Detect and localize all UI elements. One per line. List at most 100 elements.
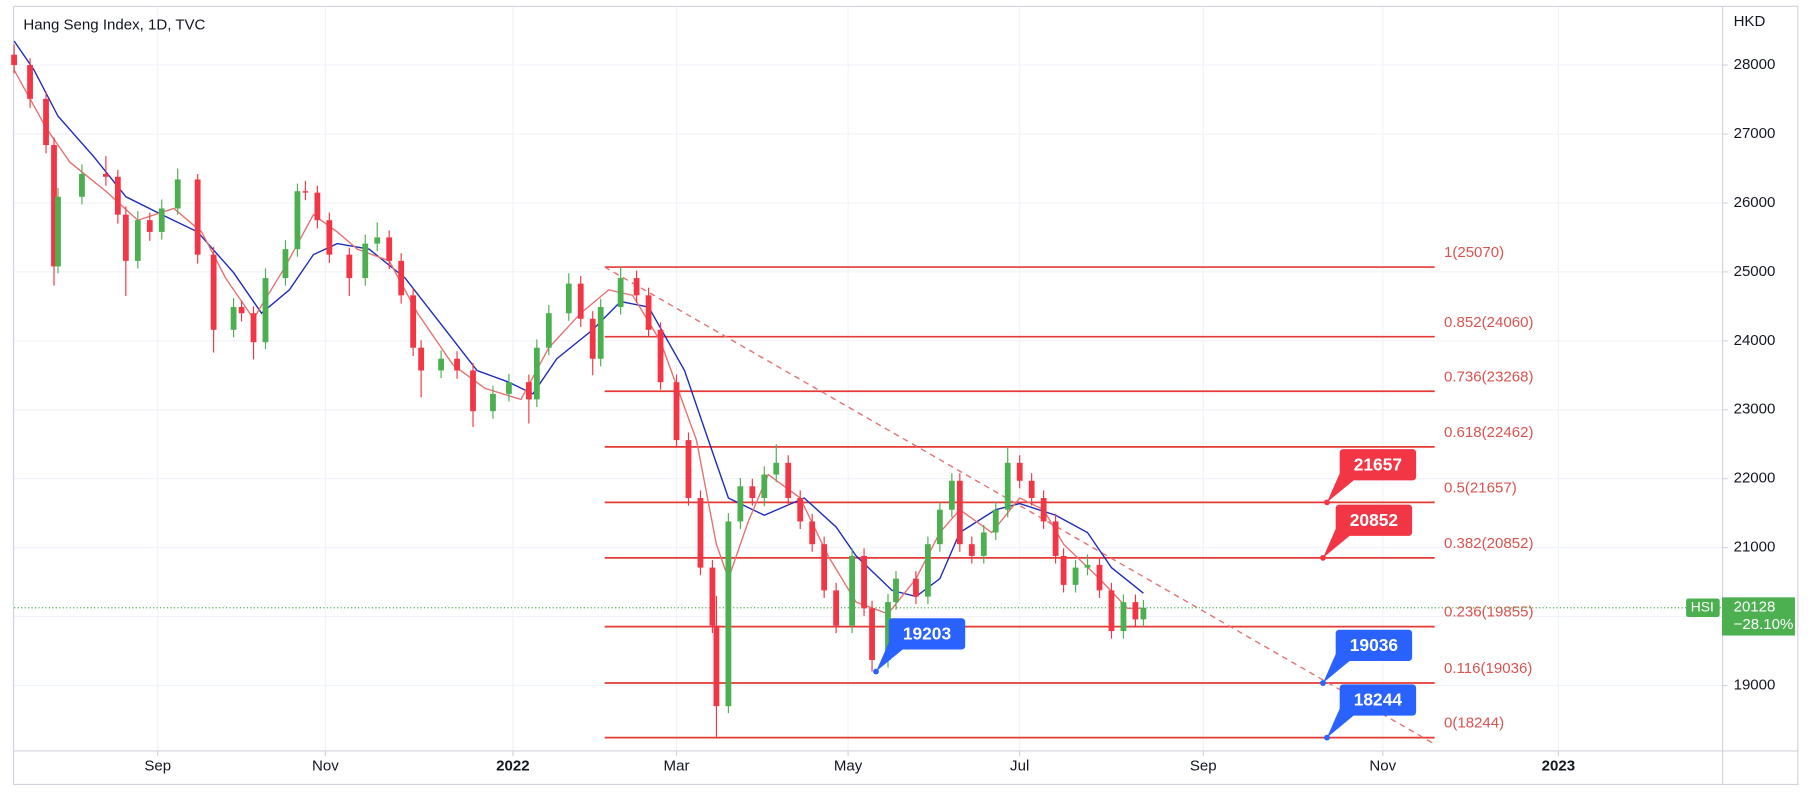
- y-tick-label: 28000: [1734, 56, 1776, 73]
- candle-body: [956, 480, 963, 545]
- callout-anchor: [1320, 554, 1326, 561]
- symbol-tag: [1686, 598, 1720, 618]
- candle-body: [1060, 555, 1067, 585]
- candle-body: [697, 498, 704, 568]
- candle-body: [885, 602, 891, 661]
- candle-body: [797, 498, 804, 522]
- candle-body: [282, 249, 289, 279]
- candle-body: [410, 295, 417, 348]
- callout-box: [1339, 684, 1417, 716]
- candle-body: [174, 179, 181, 209]
- callout-anchor: [1324, 499, 1330, 506]
- x-tick-label: May: [834, 757, 863, 774]
- callout-label: 18244: [1354, 690, 1403, 710]
- callout-box: [1335, 629, 1413, 662]
- callout-tail: [1322, 654, 1350, 684]
- change-label: −28.10%: [1734, 616, 1794, 633]
- candle-body: [1028, 480, 1035, 499]
- y-tick-label: 24000: [1734, 332, 1776, 349]
- candle-body: [122, 214, 129, 261]
- callout-tail: [1326, 708, 1354, 738]
- candle-body: [597, 307, 604, 359]
- candle-body: [362, 243, 369, 279]
- fib-level-label: 0.852(24060): [1444, 314, 1534, 331]
- candle-body: [1084, 564, 1091, 568]
- candle-body: [980, 532, 987, 556]
- candle-body: [861, 555, 867, 609]
- candle-body: [11, 54, 17, 66]
- candle-body: [849, 555, 855, 626]
- x-tick-label: Mar: [664, 757, 690, 774]
- candle-body: [294, 191, 301, 250]
- candle-body: [936, 509, 943, 545]
- fib-level-label: 0.618(22462): [1444, 424, 1534, 441]
- candle-body: [1040, 498, 1047, 522]
- candle-body: [314, 192, 321, 221]
- candle-body: [533, 347, 540, 400]
- candle-body: [749, 486, 756, 499]
- x-tick-label: Jul: [1010, 757, 1029, 774]
- frame: [12, 5, 1799, 786]
- candle-body: [992, 509, 999, 533]
- candle-body: [565, 283, 572, 314]
- candle-body: [673, 382, 680, 441]
- fib-level-label: 0(18244): [1444, 715, 1504, 732]
- candle-body: [725, 521, 732, 707]
- y-tick-label: 19000: [1734, 676, 1776, 693]
- candle-body: [346, 254, 353, 279]
- callout-label: 19036: [1350, 635, 1399, 655]
- y-tick-label: 21000: [1734, 539, 1776, 556]
- candle-body: [134, 220, 141, 261]
- candle-body: [948, 480, 955, 510]
- candle-body: [454, 358, 460, 371]
- candle-body: [51, 145, 57, 267]
- candle-body: [1140, 607, 1147, 620]
- candle-body: [833, 590, 840, 626]
- trendline: [604, 266, 1436, 745]
- candle-body: [230, 307, 237, 330]
- y-tick-label: 26000: [1734, 194, 1776, 211]
- price-tag: [1722, 597, 1795, 636]
- y-tick-label: 27000: [1734, 125, 1776, 142]
- x-tick-label: 2022: [496, 757, 529, 774]
- y-tick-label: 23000: [1734, 401, 1776, 418]
- candle-body: [525, 382, 532, 400]
- callout-tail: [1322, 528, 1350, 558]
- candle-body: [102, 173, 109, 177]
- candle-body: [114, 176, 121, 215]
- candle-body: [418, 347, 425, 371]
- candle-body: [925, 544, 931, 597]
- plot-area: 1(25070) 0.852(24060) 0.736(23268) 0.618(22…: [11, 40, 1722, 745]
- callout-anchor: [1324, 734, 1330, 741]
- x-tick-label: Sep: [1190, 757, 1217, 774]
- candle-body: [633, 278, 640, 296]
- candle-body: [685, 440, 692, 499]
- candle-body: [1120, 602, 1127, 632]
- candle-body: [893, 578, 899, 603]
- candle-body: [869, 608, 875, 661]
- candle-body: [438, 358, 444, 371]
- callout-tail: [1326, 473, 1354, 503]
- candle-body: [1072, 567, 1079, 585]
- candle-body: [1016, 462, 1023, 481]
- candle-body: [657, 329, 664, 383]
- candle-body: [1052, 521, 1059, 556]
- callout-anchor: [873, 668, 879, 675]
- candle-body: [506, 382, 512, 394]
- fib-level-label: 1(25070): [1444, 244, 1504, 261]
- candle-body: [262, 278, 269, 343]
- candle-body: [589, 318, 596, 359]
- fib-level-label: 0.736(23268): [1444, 368, 1534, 385]
- candle-body: [194, 179, 201, 255]
- candle-body: [773, 462, 780, 475]
- candle-body: [55, 196, 61, 267]
- callout-anchor: [1320, 680, 1326, 686]
- callout-label: 21657: [1354, 454, 1402, 474]
- callout-label: 20852: [1350, 510, 1398, 530]
- candle-body: [43, 98, 49, 146]
- candle-body: [1096, 564, 1103, 591]
- x-tick-label: Sep: [144, 757, 171, 774]
- candle-body: [809, 521, 816, 545]
- candle-body: [250, 313, 257, 343]
